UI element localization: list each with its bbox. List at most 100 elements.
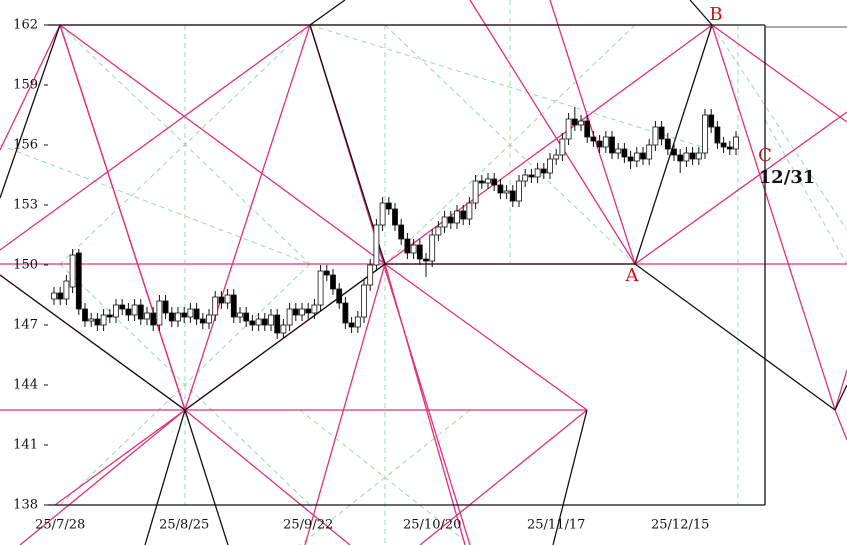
candle-body [410, 244, 417, 254]
candle-body [454, 210, 460, 224]
candle-body [305, 308, 312, 314]
candle-body [212, 296, 219, 316]
candle-body [714, 126, 721, 144]
candle-body [590, 136, 597, 142]
candle-body [528, 174, 535, 178]
candle-body [664, 138, 671, 150]
candle-body [311, 304, 318, 314]
candle-body [503, 190, 510, 194]
x-tick-label: 25/10/20 [403, 518, 461, 533]
candle-body [249, 320, 256, 326]
annotation: A [625, 265, 640, 286]
y-tick-label: 156 [13, 138, 38, 153]
candle-body [435, 226, 442, 236]
candle-body [633, 152, 640, 162]
candle-body [63, 280, 70, 300]
x-tick-label: 25/7/28 [35, 518, 85, 533]
candle-body [640, 152, 646, 160]
x-tick-label: 25/11/17 [527, 518, 585, 533]
plot-area: 138 141 144 147 150 153 156 159 162 25/7/28 25/8/2… [13, 18, 739, 533]
candle-body [181, 312, 188, 318]
candle-body [677, 154, 684, 162]
candle-body [280, 324, 287, 334]
y-tick-label: 141 [13, 438, 38, 453]
candle-body [379, 202, 386, 226]
candle-body [137, 304, 144, 320]
candle-body [615, 148, 622, 154]
candle-body [497, 184, 504, 194]
candle-body [658, 126, 665, 140]
candle-body [268, 314, 274, 326]
y-tick-label: 144 [13, 378, 38, 393]
candle-body [243, 312, 250, 322]
candle-body [354, 316, 361, 328]
candle-body [478, 180, 485, 184]
candle-body [627, 156, 634, 162]
candle-body [286, 308, 293, 326]
candle-body [119, 304, 126, 310]
x-tick-label: 25/12/15 [651, 518, 709, 533]
candle-body [553, 154, 560, 160]
candle-body [94, 318, 101, 326]
candle-body [602, 136, 609, 148]
candle-body [336, 288, 343, 304]
candle-body [609, 136, 615, 154]
candle-body [57, 292, 64, 300]
candle-body [199, 318, 206, 324]
annotation: C [758, 145, 772, 166]
candle-body [416, 244, 423, 260]
candle-body [646, 144, 653, 160]
candle-body [75, 252, 82, 310]
candle-body [460, 210, 467, 220]
candle-body [162, 300, 169, 314]
y-tick-label: 159 [13, 78, 38, 93]
candle-body [733, 136, 739, 150]
candle-body [466, 202, 473, 220]
candle-body [441, 216, 448, 228]
candle-body [299, 308, 305, 316]
candle-body [689, 152, 696, 160]
candle-body [596, 140, 603, 148]
y-tick-label: 147 [13, 318, 38, 333]
candle-body [367, 264, 374, 286]
candle-body [348, 322, 355, 328]
candle-body [361, 284, 367, 318]
candle-body [373, 224, 380, 266]
candle-body [100, 314, 107, 326]
candle-body [187, 308, 194, 318]
candle-body [726, 146, 733, 150]
candle-body [534, 168, 541, 178]
y-tick-label: 153 [13, 198, 38, 213]
candle-body [106, 314, 113, 318]
candle-body [540, 168, 547, 174]
candle-body [193, 308, 200, 320]
candle-body [88, 318, 95, 322]
candle-body [385, 202, 392, 210]
candle-body [559, 138, 566, 156]
candle-body [522, 174, 529, 182]
annotation: 12/31 [759, 167, 816, 188]
candle-body [168, 312, 175, 322]
candle-body [113, 304, 119, 318]
candle-body [69, 254, 76, 288]
candle-body [695, 152, 702, 160]
candle-body [671, 148, 677, 156]
candle-body [491, 178, 498, 186]
candle-body [571, 118, 578, 126]
candle-body [206, 314, 212, 324]
candle-body [398, 224, 405, 240]
candle-body [342, 302, 349, 324]
annotation: B [709, 4, 722, 25]
candle-body [237, 312, 243, 318]
candle-body [485, 178, 491, 184]
candle-body [255, 318, 262, 326]
candle-body [317, 270, 324, 306]
candle-body [150, 312, 157, 326]
candle-body [578, 120, 584, 126]
candle-body [144, 312, 150, 320]
candle-body [292, 308, 299, 316]
candle-body [392, 208, 398, 226]
candle-body [702, 114, 708, 154]
candle-body [224, 294, 231, 304]
